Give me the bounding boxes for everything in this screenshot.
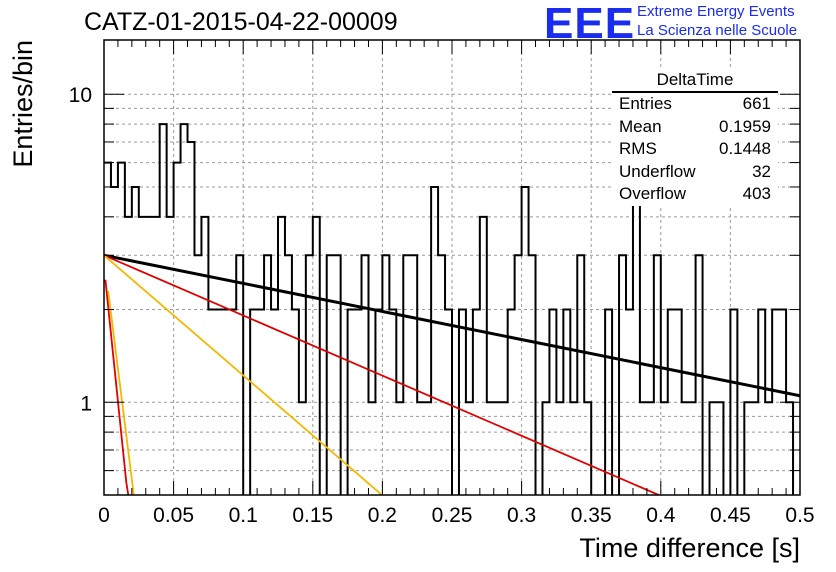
x-tick-label: 0.1 [229, 504, 258, 527]
x-tick-label: 0.45 [710, 504, 751, 527]
logo-text-line1: Extreme Energy Events [637, 3, 795, 20]
x-axis-label: Time difference [s] [579, 533, 800, 563]
x-tick-label: 0.05 [153, 504, 194, 527]
stats-value: 403 [743, 183, 771, 206]
stats-row-underflow: Underflow 32 [612, 161, 778, 184]
stats-row-rms: RMS 0.1448 [612, 138, 778, 161]
stats-label: Entries [619, 93, 672, 116]
stats-row-overflow: Overflow 403 [612, 183, 778, 206]
stats-box: DeltaTime Entries 661 Mean 0.1959 RMS 0.1448 U… [612, 70, 778, 206]
stats-box-title: DeltaTime [612, 70, 778, 93]
stats-label: Underflow [619, 161, 696, 184]
stats-label: Mean [619, 116, 662, 139]
x-tick-label: 0.5 [785, 504, 814, 527]
stats-rows: Entries 661 Mean 0.1959 RMS 0.1448 Underflow 32… [612, 93, 778, 206]
y-tick-label: 10 [69, 84, 92, 107]
stats-label: Overflow [619, 183, 686, 206]
logo-text-line2: La Scienza nelle Scuole [637, 22, 797, 39]
stats-value: 661 [743, 93, 771, 116]
x-tick-label: 0.2 [368, 504, 397, 527]
x-tick-label: 0.4 [646, 504, 676, 527]
x-tick-label: 0.25 [432, 504, 473, 527]
x-tick-label: 0.35 [571, 504, 612, 527]
x-tick-label: 0 [98, 504, 110, 527]
x-tick-label: 0.3 [507, 504, 536, 527]
chart-title: CATZ-01-2015-04-22-00009 [84, 8, 398, 37]
y-axis-label: Entries/bin [8, 40, 38, 168]
y-tick-label: 1 [80, 392, 92, 415]
stats-value: 32 [752, 161, 771, 184]
eee-logo-mark: EEE [544, 2, 635, 46]
stats-value: 0.1959 [719, 116, 771, 139]
x-tick-label: 0.15 [292, 504, 333, 527]
stats-row-mean: Mean 0.1959 [612, 116, 778, 139]
stats-row-entries: Entries 661 [612, 93, 778, 116]
stats-value: 0.1448 [719, 138, 771, 161]
stats-label: RMS [619, 138, 657, 161]
